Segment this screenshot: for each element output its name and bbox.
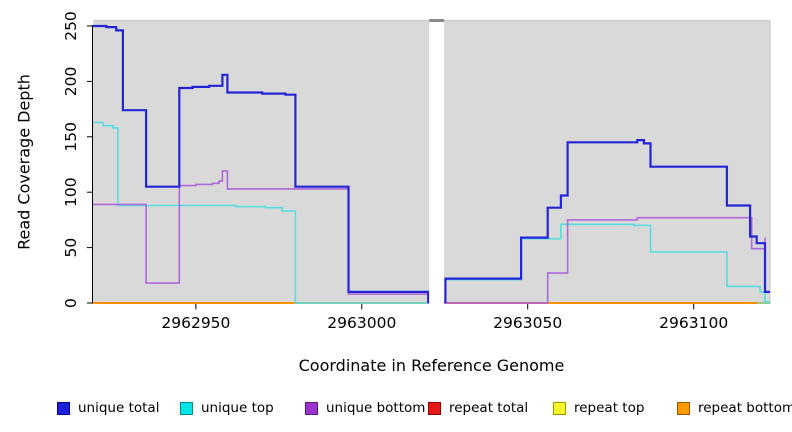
- legend-label-unique-top: unique top: [201, 400, 274, 416]
- legend-label-unique-bottom: unique bottom: [326, 400, 426, 416]
- legend-label-repeat-total: repeat total: [449, 400, 529, 416]
- legend-label-repeat-top: repeat top: [574, 400, 645, 416]
- legend-item-repeat-total: repeat total: [428, 400, 529, 416]
- svg-text:2963050: 2963050: [493, 314, 562, 332]
- legend-swatch-repeat-total: [428, 401, 441, 415]
- svg-text:2963100: 2963100: [659, 314, 728, 332]
- legend-swatch-unique-total: [57, 401, 70, 415]
- legend-item-unique-top: unique top: [180, 400, 274, 416]
- legend-swatch-repeat-top: [553, 401, 566, 415]
- svg-text:250: 250: [62, 11, 80, 41]
- legend: unique total unique top unique bottom re…: [0, 400, 792, 417]
- svg-text:200: 200: [62, 67, 80, 97]
- legend-label-repeat-bottom: repeat bottom: [698, 400, 792, 416]
- legend-item-unique-total: unique total: [57, 400, 160, 416]
- legend-swatch-unique-bottom: [305, 401, 318, 415]
- svg-text:0: 0: [62, 298, 80, 308]
- legend-swatch-unique-top: [180, 401, 193, 415]
- legend-label-unique-total: unique total: [78, 400, 160, 416]
- legend-item-repeat-top: repeat top: [553, 400, 645, 416]
- svg-text:2963000: 2963000: [327, 314, 396, 332]
- legend-item-unique-bottom: unique bottom: [305, 400, 426, 416]
- svg-text:2962950: 2962950: [161, 314, 230, 332]
- svg-text:100: 100: [62, 177, 80, 207]
- svg-text:50: 50: [62, 238, 80, 258]
- x-axis-title: Coordinate in Reference Genome: [298, 356, 565, 375]
- legend-swatch-repeat-bottom: [677, 401, 690, 415]
- svg-text:150: 150: [62, 122, 80, 152]
- legend-item-repeat-bottom: repeat bottom: [677, 400, 792, 416]
- y-axis-title: Read Coverage Depth: [14, 74, 34, 250]
